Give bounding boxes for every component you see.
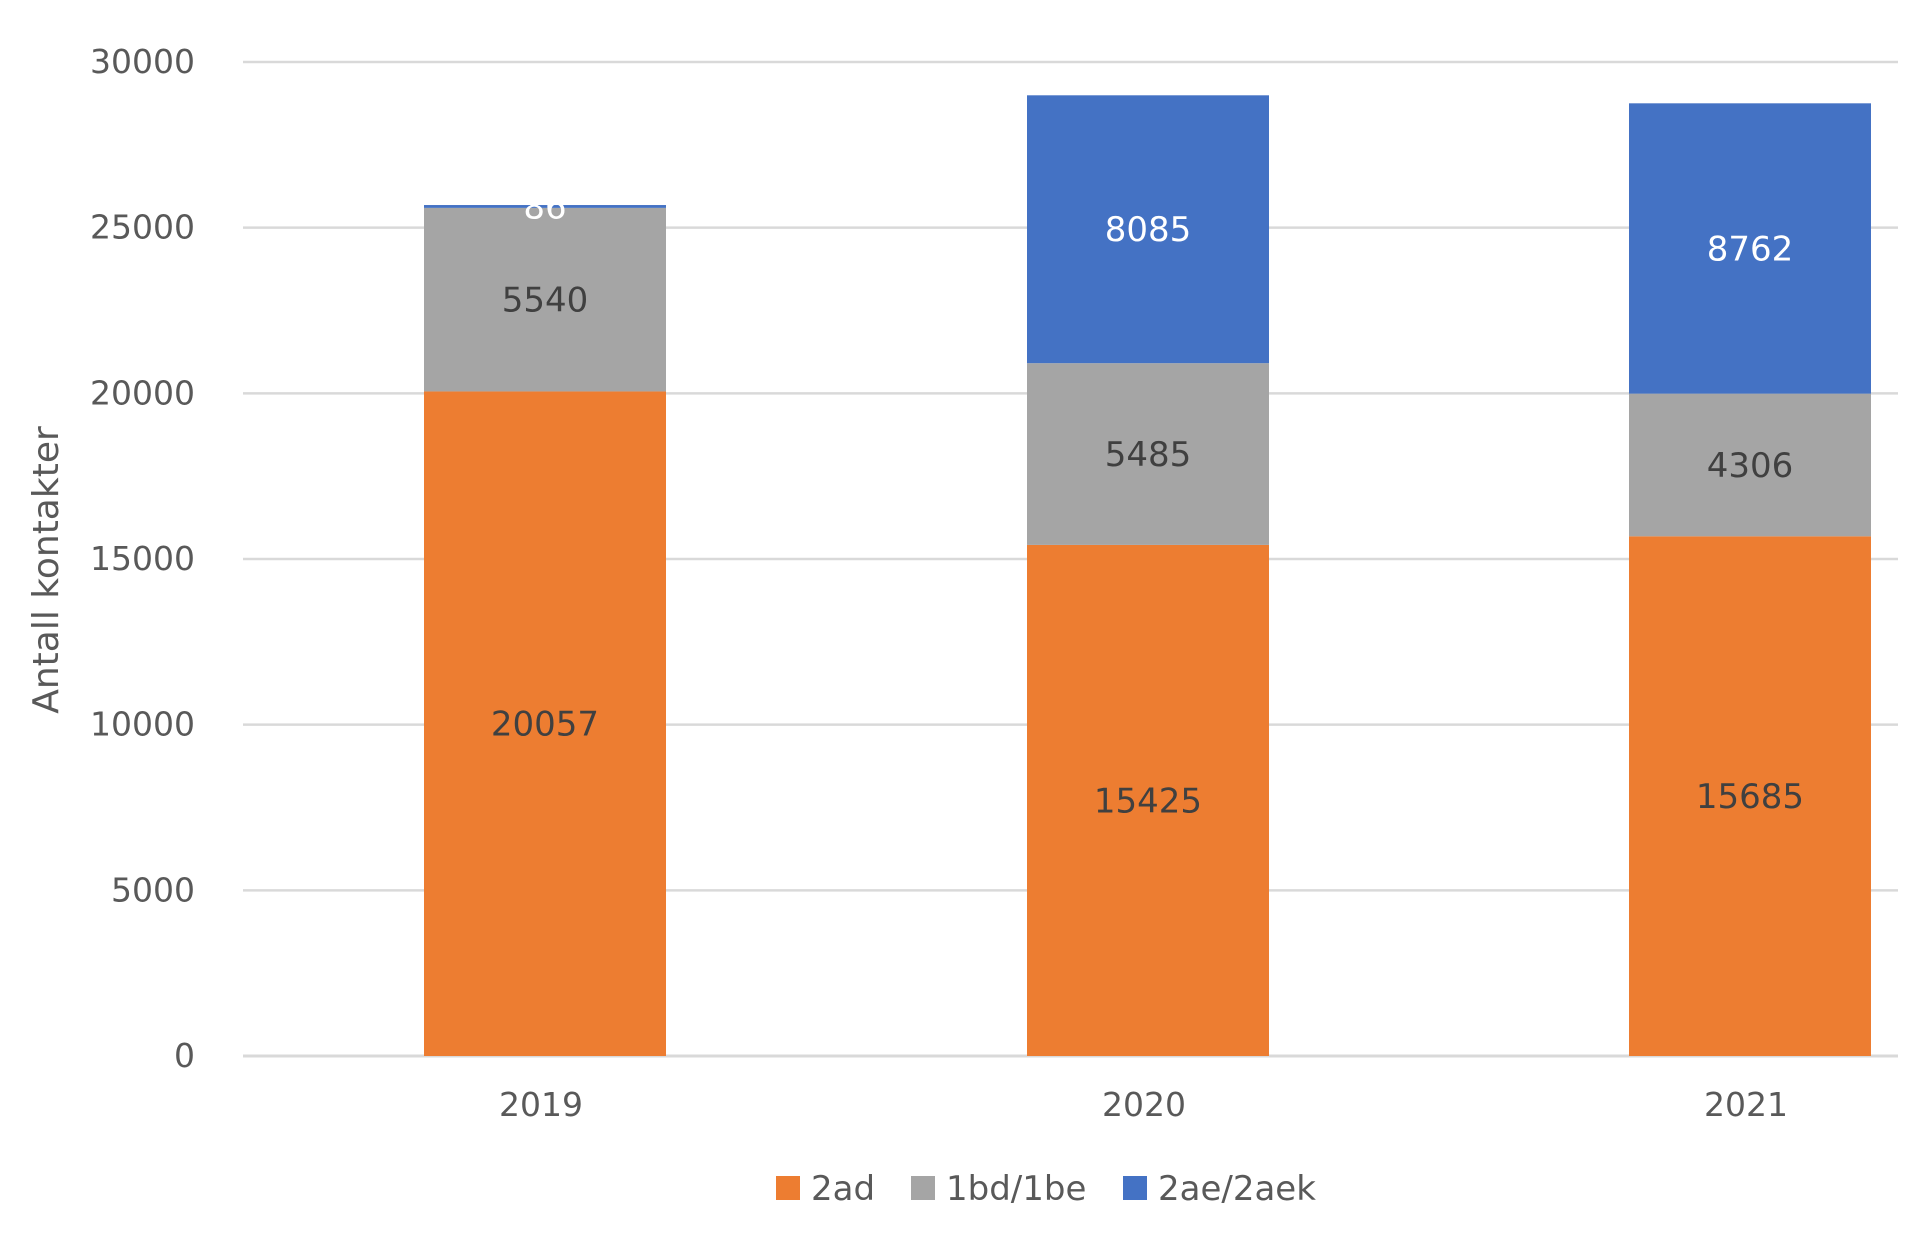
y-tick-label: 0 [174,1036,195,1075]
legend-label: 1bd/1be [946,1169,1086,1209]
legend-swatch [911,1176,935,1200]
legend-swatch [1123,1176,1147,1200]
legend-swatch [776,1176,800,1200]
bar-segment [1027,363,1269,545]
bars: 20057 5540 86 15425 5485 8085 15685 4306 8762 [424,95,1871,1057]
y-axis-ticks: 0 5000 10000 15000 20000 25000 30000 [90,42,195,1075]
bar-value-label: 5485 [1105,435,1192,475]
y-tick-label: 30000 [90,42,195,81]
y-tick-label: 20000 [90,373,195,412]
y-tick-label: 15000 [90,539,195,578]
bar-segment [1629,536,1871,1056]
x-tick-label: 2020 [1102,1085,1186,1124]
bar-value-label: 8085 [1105,210,1192,250]
bar-value-label: 5540 [502,281,589,321]
bar-segment [424,207,666,392]
bar-segment [424,205,666,208]
y-tick-label: 25000 [90,208,195,247]
bar-value-label: 4306 [1707,446,1794,486]
y-tick-label: 10000 [90,705,195,744]
legend-label: 2ae/2aek [1158,1169,1316,1209]
y-axis-title: Antall kontakter [26,426,67,714]
bar-value-label: 15425 [1094,781,1202,821]
bar-segment [424,391,666,1057]
x-tick-label: 2019 [499,1085,583,1124]
legend-label: 2ad [811,1169,875,1209]
x-axis-ticks: 2019 2020 2021 [499,1085,1788,1124]
x-tick-label: 2021 [1704,1085,1788,1124]
bar-value-label: 86 [523,187,566,227]
bar-segment [1629,393,1871,537]
bar-segment [1629,103,1871,394]
bar-segment [1027,544,1269,1056]
y-tick-label: 5000 [111,870,195,909]
bar-value-label: 8762 [1707,229,1794,269]
bar-segment [1027,95,1269,364]
bar-value-label: 20057 [491,705,599,745]
legend: 2ad 1bd/1be 2ae/2aek [776,1169,1316,1209]
bar-value-label: 15685 [1696,777,1804,817]
